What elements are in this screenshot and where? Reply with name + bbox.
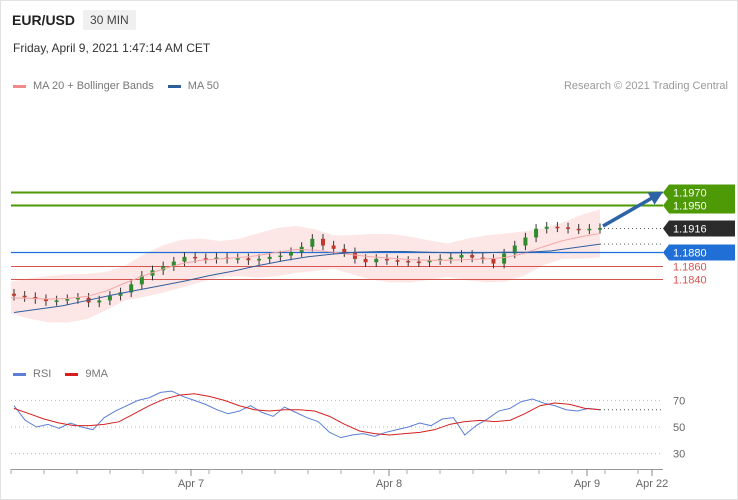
- level-label-1.1860: 1.1860: [673, 262, 707, 274]
- candle-body: [555, 226, 560, 229]
- level-tag-1.1950: [663, 197, 735, 214]
- legend-item-rsi: RSI: [13, 368, 51, 380]
- candle-body: [523, 237, 528, 246]
- candle-body: [118, 292, 123, 296]
- rsi-series-rsi: [13, 390, 601, 439]
- candle-body: [459, 254, 464, 258]
- legend-item-ma50: MA 50: [167, 80, 219, 92]
- candle-body: [97, 300, 102, 303]
- candle-body: [246, 258, 251, 261]
- candle-body: [384, 258, 389, 261]
- legend-label-9ma: 9MA: [85, 368, 108, 380]
- candle-body: [598, 228, 602, 230]
- candle-body: [139, 275, 144, 285]
- candle-body: [203, 258, 208, 260]
- candle-body: [75, 297, 80, 300]
- candle-body: [22, 295, 27, 298]
- level-label-1.1840: 1.1840: [673, 275, 707, 287]
- legend-label-rsi: RSI: [33, 368, 52, 380]
- legend-swatch-9ma: [65, 372, 79, 376]
- candle-body: [566, 227, 571, 229]
- legend-swatch-ma50: [167, 84, 181, 88]
- candle-body: [129, 284, 134, 293]
- candle-body: [534, 228, 539, 238]
- candle-body: [374, 258, 379, 263]
- candle-body: [320, 238, 325, 246]
- candle-body: [267, 256, 272, 259]
- candle-body: [480, 257, 485, 260]
- rsi-tick-label: 70: [673, 395, 685, 407]
- time-axis-label: Apr 22: [636, 478, 668, 490]
- candle-body: [107, 295, 112, 301]
- main-legend: MA 20 + Bollinger Bands MA 50: [13, 80, 233, 92]
- ma20-line: [10, 232, 601, 300]
- candle-body: [587, 228, 592, 231]
- candle-body: [43, 299, 48, 302]
- candle-body: [65, 299, 70, 301]
- legend-item-9ma: 9MA: [65, 368, 108, 380]
- level-label-1.1880: 1.1880: [673, 248, 707, 260]
- candle-body: [576, 228, 581, 231]
- legend-label-ma50: MA 50: [187, 80, 219, 92]
- candle-body: [161, 266, 166, 271]
- level-label-1.1950: 1.1950: [673, 201, 707, 213]
- candle-body: [54, 300, 59, 302]
- candle-body: [193, 256, 198, 259]
- level-label-1.1970: 1.1970: [673, 188, 707, 200]
- credit-text: Research © 2021 Trading Central: [563, 80, 728, 92]
- forecast-arrow-shaft: [602, 193, 659, 228]
- timeframe-badge[interactable]: 30 MIN: [83, 10, 136, 30]
- legend-swatch-ma20: [13, 84, 26, 88]
- candle-body: [182, 256, 187, 262]
- candle-body: [544, 226, 549, 229]
- candle-body: [470, 254, 475, 258]
- candle-body: [438, 258, 443, 261]
- candle-body: [33, 297, 38, 300]
- legend-swatch-rsi: [13, 372, 26, 376]
- candle-body: [171, 261, 176, 267]
- candle-body: [502, 253, 507, 264]
- legend-item-ma20: MA 20 + Bollinger Bands: [13, 80, 154, 92]
- candle-body: [448, 257, 453, 260]
- candle-body: [310, 238, 315, 247]
- header: EUR/USD 30 MIN: [12, 9, 136, 31]
- forecast-arrow-head: [647, 191, 664, 205]
- candle-body: [427, 260, 432, 263]
- rsi-series-9ma: [13, 393, 601, 436]
- symbol-title: EUR/USD: [12, 12, 76, 28]
- level-label-1.1916: 1.1916: [673, 224, 707, 236]
- candle-body: [278, 255, 283, 258]
- rsi-legend: RSI 9MA: [13, 368, 122, 380]
- candle-body: [289, 252, 294, 256]
- candle-body: [342, 248, 347, 253]
- candle-body: [257, 258, 262, 261]
- candle-body: [214, 257, 219, 260]
- rsi-tick-label: 30: [673, 449, 685, 461]
- candle-body: [416, 261, 421, 264]
- candle-body: [395, 260, 400, 262]
- level-tag-1.1916: [663, 220, 735, 237]
- candle-body: [406, 260, 411, 263]
- level-tag-1.1880: [663, 244, 735, 261]
- rsi-tick-label: 50: [673, 422, 685, 434]
- level-tag-1.1970: [663, 184, 735, 201]
- datetime-label: Friday, April 9, 2021 1:47:14 AM CET: [13, 41, 211, 55]
- candle-body: [235, 258, 240, 260]
- candle-body: [491, 258, 496, 264]
- ma50-line: [13, 243, 601, 313]
- time-axis-label: Apr 8: [376, 478, 402, 490]
- candle-body: [12, 293, 16, 296]
- candle-body: [363, 258, 368, 263]
- candle-body: [331, 245, 336, 249]
- time-axis-label: Apr 9: [574, 478, 600, 490]
- candle-body: [512, 245, 517, 254]
- time-axis-label: Apr 7: [178, 478, 204, 490]
- legend-label-ma20: MA 20 + Bollinger Bands: [33, 80, 154, 92]
